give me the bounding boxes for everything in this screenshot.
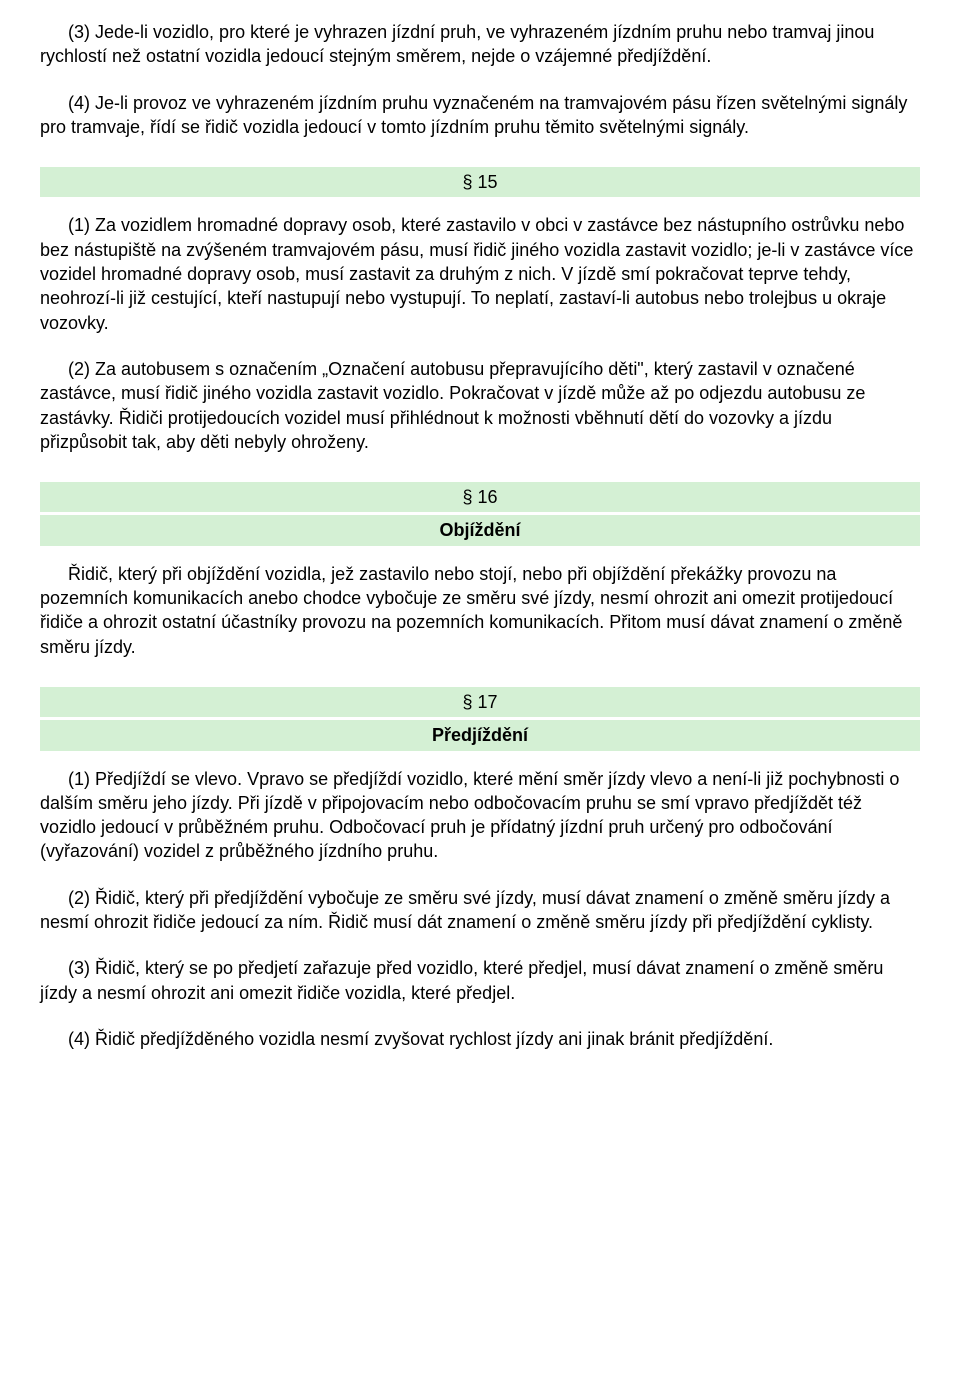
section-17-paragraph-4: (4) Řidič předjížděného vozidla nesmí zv… [40, 1027, 920, 1051]
section-16-title: Objíždění [440, 520, 521, 540]
section-17-header-title: Předjíždění [40, 720, 920, 750]
section-15-header: § 15 [40, 167, 920, 197]
section-15-paragraph-1: (1) Za vozidlem hromadné dopravy osob, k… [40, 213, 920, 334]
section-16-paragraph-1: Řidič, který při objíždění vozidla, jež … [40, 562, 920, 659]
section-17-paragraph-2: (2) Řidič, který při předjíždění vybočuj… [40, 886, 920, 935]
section-15-number: § 15 [462, 172, 497, 192]
section-16-header-number: § 16 [40, 482, 920, 512]
section-16-number: § 16 [462, 487, 497, 507]
section-17-paragraph-3: (3) Řidič, který se po předjetí zařazuje… [40, 956, 920, 1005]
section-15-paragraph-2: (2) Za autobusem s označením „Označení a… [40, 357, 920, 454]
section-17-number: § 17 [462, 692, 497, 712]
section-16-header-title: Objíždění [40, 515, 920, 545]
section-17-paragraph-1: (1) Předjíždí se vlevo. Vpravo se předjí… [40, 767, 920, 864]
section-17-header-number: § 17 [40, 687, 920, 717]
section-17-title: Předjíždění [432, 725, 528, 745]
paragraph-3: (3) Jede-li vozidlo, pro které je vyhraz… [40, 20, 920, 69]
paragraph-4: (4) Je-li provoz ve vyhrazeném jízdním p… [40, 91, 920, 140]
